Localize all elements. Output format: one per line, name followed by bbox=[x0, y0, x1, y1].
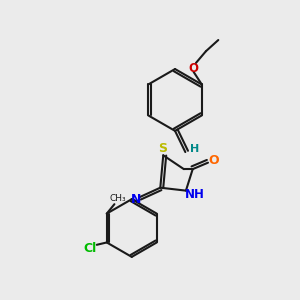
Text: S: S bbox=[158, 142, 167, 155]
Text: H: H bbox=[190, 144, 200, 154]
Text: O: O bbox=[189, 62, 199, 75]
Text: NH: NH bbox=[185, 188, 205, 201]
Text: O: O bbox=[208, 154, 219, 167]
Text: CH₃: CH₃ bbox=[110, 194, 126, 203]
Text: N: N bbox=[131, 193, 141, 206]
Text: Cl: Cl bbox=[83, 242, 97, 255]
